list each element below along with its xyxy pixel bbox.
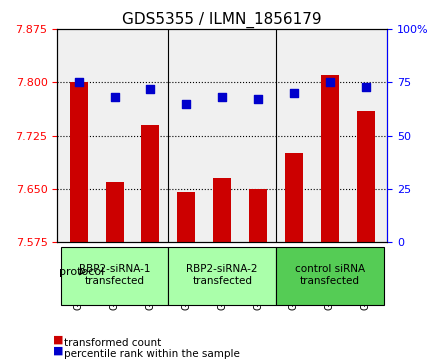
Bar (249, 189, 267, 242)
Bar (285, 153, 303, 242)
Text: ■: ■ (53, 346, 63, 356)
Bar (70, 82, 88, 242)
Text: transformed count: transformed count (64, 338, 161, 348)
Bar (177, 192, 195, 242)
Bar (321, 75, 339, 242)
Text: protocol: protocol (59, 267, 104, 277)
FancyBboxPatch shape (169, 247, 276, 305)
Bar (213, 178, 231, 242)
Point (219, 94, 226, 100)
Text: RBP2-siRNA-1
transfected: RBP2-siRNA-1 transfected (79, 265, 150, 286)
Point (290, 90, 297, 96)
FancyBboxPatch shape (276, 247, 384, 305)
Point (147, 86, 154, 91)
Point (111, 94, 118, 100)
Point (362, 83, 369, 89)
Text: percentile rank within the sample: percentile rank within the sample (64, 349, 240, 359)
Text: RBP2-siRNA-2
transfected: RBP2-siRNA-2 transfected (187, 265, 258, 286)
Title: GDS5355 / ILMN_1856179: GDS5355 / ILMN_1856179 (122, 12, 322, 28)
Point (183, 101, 190, 106)
Bar (106, 182, 124, 242)
Text: control siRNA
transfected: control siRNA transfected (295, 265, 365, 286)
Bar (357, 111, 374, 242)
Point (75, 79, 82, 85)
Point (326, 79, 334, 85)
Text: ■: ■ (53, 335, 63, 345)
Bar (142, 125, 159, 242)
FancyBboxPatch shape (61, 247, 169, 305)
Point (255, 97, 262, 102)
